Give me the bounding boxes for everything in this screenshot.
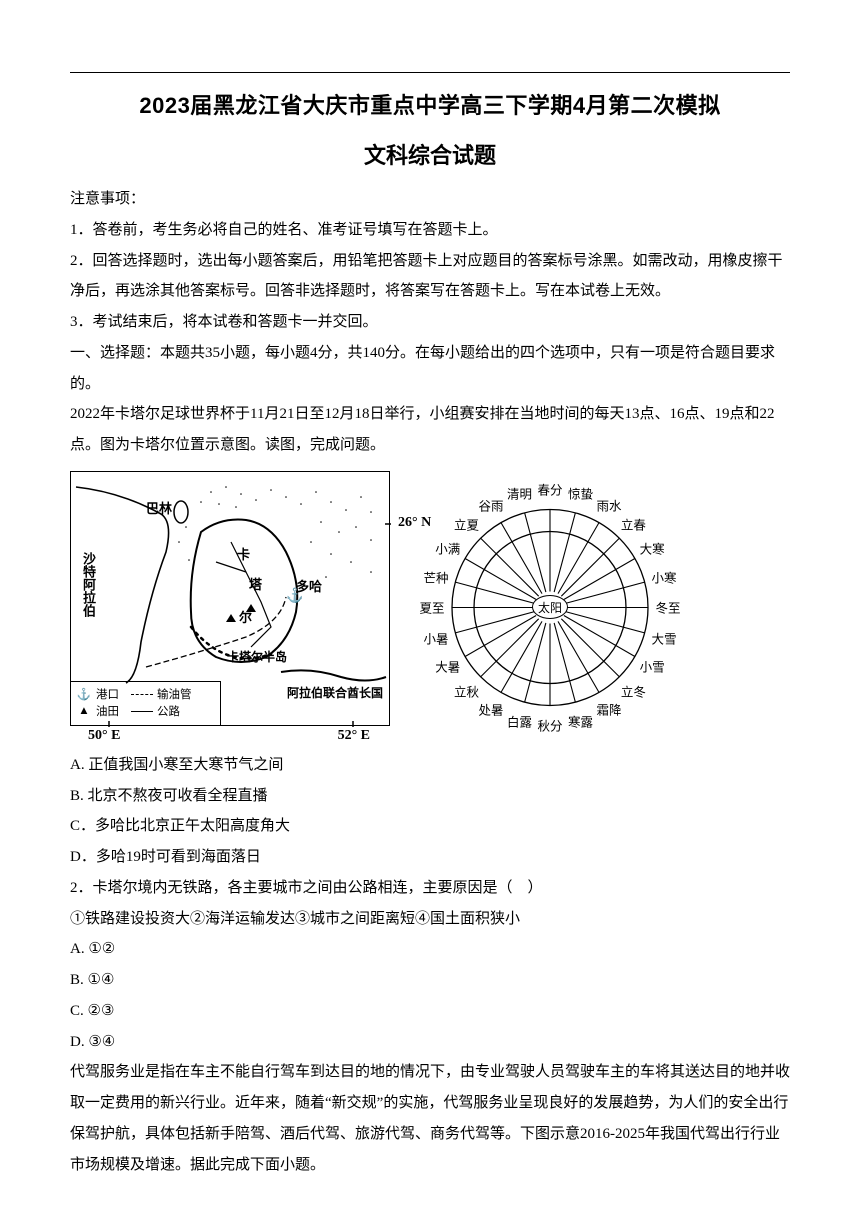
title-line-1: 2023届黑龙江省大庆市重点中学高三下学期4月第二次模拟 [70,88,790,120]
solar-term-13: 白露 [507,712,532,731]
qatar-map-container: ⚓ 巴林 沙特阿拉伯 卡 塔 尔 多哈 卡塔尔半岛 阿拉伯联合酋长国 ⚓港口 [70,471,390,744]
solar-term-7: 大雪 [651,628,676,647]
solar-term-5: 小寒 [651,567,676,586]
label-uae: 阿拉伯联合酋长国 [287,684,383,701]
label-qatar-er: 尔 [239,607,252,626]
solar-term-21: 立夏 [454,514,479,533]
q2-opt-b: B. ①④ [70,965,790,996]
label-qatar-ka: 卡 [237,544,250,563]
label-peninsula: 卡塔尔半岛 [227,648,287,665]
title-line-2: 文科综合试题 [70,138,790,170]
q1-opt-d: D．多哈19时可看到海面落日 [70,842,790,873]
q2-opt-c: C. ②③ [70,996,790,1027]
lon-left: 50° E [88,728,120,744]
figure-row: ⚓ 巴林 沙特阿拉伯 卡 塔 尔 多哈 卡塔尔半岛 阿拉伯联合酋长国 ⚓港口 [70,471,790,744]
label-qatar-ta: 塔 [249,574,262,593]
q1-opt-b: B. 北京不熬夜可收看全程直播 [70,781,790,812]
notice-2: 2．回答选择题时，选出每小题答案后，用铅笔把答题卡上对应题目的答案标号涂黑。如需… [70,246,790,308]
q1-opt-a: A. 正值我国小寒至大寒节气之间 [70,750,790,781]
solar-term-20: 小满 [435,539,460,558]
notice-3: 3．考试结束后，将本试卷和答题卡一并交回。 [70,307,790,338]
map-legend: ⚓港口 输油管 ▲油田 公路 [71,681,221,725]
solar-term-17: 小暑 [424,628,449,647]
sun-center: 太阳 [532,595,568,619]
solar-term-14: 处暑 [478,700,503,719]
legend-oilfield: 油田 [96,703,119,719]
lon-right: 52° E [338,728,370,744]
solar-term-16: 大暑 [435,657,460,676]
solar-term-10: 霜降 [596,700,621,719]
label-bahrain: 巴林 [146,498,172,517]
legend-road: 公路 [157,703,180,719]
solar-term-3: 立春 [621,514,646,533]
q2-stem: 2．卡塔尔境内无铁路，各主要城市之间由公路相连，主要原因是（ ） [70,873,790,904]
solar-term-22: 谷雨 [478,496,503,515]
q1-opt-c: C．多哈比北京正午太阳高度角大 [70,811,790,842]
top-rule [70,72,790,73]
label-doha: 多哈 [296,576,322,595]
passage-2: 代驾服务业是指在车主不能自行驾车到达目的地的情况下，由专业驾驶人员驾驶车主的车将… [70,1057,790,1180]
q2-opt-d: D. ③④ [70,1027,790,1058]
solar-term-2: 雨水 [596,496,621,515]
solar-term-19: 芒种 [424,567,449,586]
solar-term-11: 寒露 [568,712,593,731]
solar-term-6: 冬至 [655,598,680,617]
passage-1: 2022年卡塔尔足球世界杯于11月21日至12月18日举行，小组赛安排在当地时间… [70,399,790,461]
notice-heading: 注意事项： [70,184,790,215]
q2-factors: ①铁路建设投资大②海洋运输发达③城市之间距离短④国土面积狭小 [70,904,790,935]
solar-terms-diagram: 太阳 春分惊蛰雨水立春大寒小寒冬至大雪小雪立冬霜降寒露秋分白露处暑立秋 大暑 小暑 夏… [410,480,690,735]
solar-term-1: 惊蛰 [568,484,593,503]
q2-opt-a: A. ①② [70,934,790,965]
solar-term-23: 清明 [507,484,532,503]
legend-port: 港口 [96,686,119,702]
solar-term-18: 夏至 [419,598,444,617]
section-1-heading: 一、选择题：本题共35小题，每小题4分，共140分。在每小题给出的四个选项中，只… [70,338,790,400]
solar-term-9: 立冬 [621,681,646,700]
label-saudi: 沙特阿拉伯 [79,552,98,617]
solar-term-15: 立秋 [454,681,479,700]
solar-term-8: 小雪 [640,657,665,676]
notice-1: 1．答卷前，考生务必将自己的姓名、准考证号填写在答题卡上。 [70,215,790,246]
solar-term-12: 秋分 [537,716,562,735]
solar-term-0: 春分 [537,480,562,499]
qatar-map: ⚓ 巴林 沙特阿拉伯 卡 塔 尔 多哈 卡塔尔半岛 阿拉伯联合酋长国 ⚓港口 [70,471,390,726]
legend-pipeline: 输油管 [157,686,192,702]
solar-term-4: 大寒 [640,539,665,558]
